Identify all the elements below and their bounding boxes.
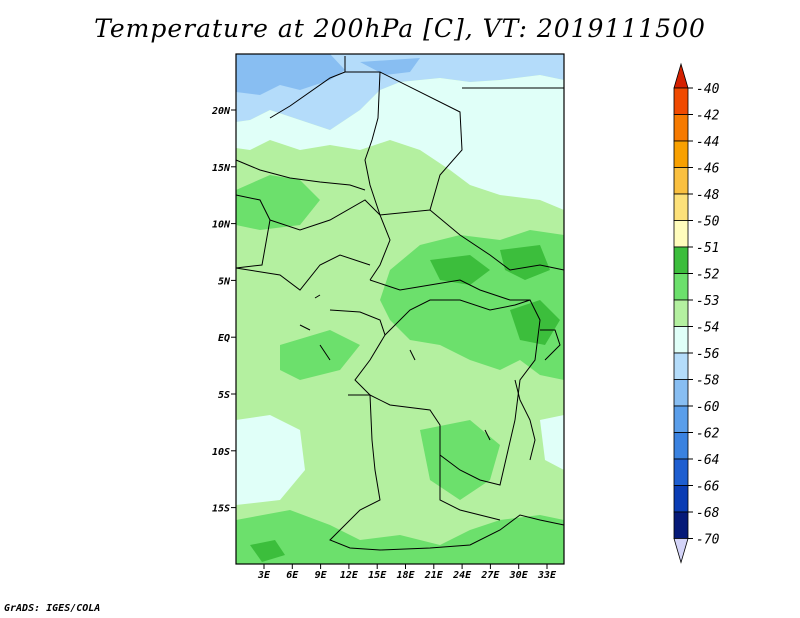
border-sudan — [379, 209, 565, 271]
colorbar-segment — [673, 167, 689, 195]
field-darkgreen-b — [500, 245, 550, 280]
colorbar-label: -66 — [696, 480, 720, 495]
lat-tick-label: 5N — [218, 276, 231, 287]
colorbar-segment — [673, 485, 689, 513]
colorbar-label: -46 — [696, 162, 720, 177]
temperature-field — [236, 54, 564, 564]
border-drc-south — [348, 394, 516, 486]
colorbar-segment — [673, 326, 689, 354]
colorbar-label: -58 — [696, 374, 720, 389]
lon-tick-label: 24E — [452, 570, 472, 581]
lon-tick-label: 15E — [368, 570, 387, 581]
colorbar-segment — [673, 193, 689, 221]
latitude-axis: 20N 15N 10N 5N EQ 5S 10S 15S — [211, 106, 236, 515]
colorbar-label: -70 — [696, 533, 720, 548]
lat-tick-label: 10N — [212, 220, 231, 231]
field-darkblue-patch — [360, 58, 420, 75]
colorbar-label: -56 — [696, 347, 720, 362]
field-cyan-sw — [236, 415, 305, 505]
field-green-nw — [236, 175, 320, 230]
colorbar-top-arrow — [673, 62, 689, 89]
colorbar-label: -54 — [696, 321, 719, 336]
colorbar-segment — [673, 140, 689, 168]
longitude-axis: 3E 6E 9E 12E 15E 18E 21E 24E 27E 30E 33E — [257, 564, 557, 581]
colorbar-segment — [673, 379, 689, 407]
colorbar-segment — [673, 273, 689, 301]
field-darkblue-nw — [236, 54, 345, 95]
lat-tick-label: 20N — [211, 106, 231, 117]
colorbar-label: -53 — [696, 294, 719, 309]
colorbar: -40 -42 -44 -46 -48 -50 -51 -52 -53 -54 -56 -58 -60 -… — [673, 62, 720, 564]
colorbar-segment — [673, 511, 689, 539]
colorbar-label: -40 — [696, 82, 720, 97]
field-cyan-north — [236, 75, 564, 210]
border-angola — [329, 394, 565, 551]
lon-tick-label: 9E — [315, 570, 328, 581]
border-car — [369, 279, 530, 301]
colorbar-segment — [673, 432, 689, 460]
colorbar-segment — [673, 220, 689, 248]
coastline-fragments — [299, 294, 491, 441]
colorbar-segment — [673, 114, 689, 142]
colorbar-segment — [673, 87, 689, 115]
colorbar-segment — [673, 352, 689, 380]
colorbar-label: -60 — [696, 400, 720, 415]
colorbar-label: -68 — [696, 506, 720, 521]
colorbar-label: -42 — [696, 109, 720, 124]
border-mali-niger — [235, 159, 366, 191]
lat-tick-label: 15N — [212, 163, 231, 174]
border-nigeria-niger — [269, 199, 391, 281]
border-lake-victoria — [540, 329, 561, 361]
chart-title: Temperature at 200hPa [C], VT: 201911150… — [94, 14, 706, 43]
colorbar-label: -62 — [696, 427, 720, 442]
field-darkgreen-c — [510, 300, 560, 345]
country-borders — [235, 56, 565, 551]
colorbar-label: -48 — [696, 188, 720, 203]
lon-tick-label: 12E — [340, 570, 359, 581]
border-zambia — [439, 455, 501, 521]
field-cyan-se — [540, 415, 564, 470]
colorbar-label: -52 — [696, 268, 720, 283]
lon-tick-label: 3E — [257, 570, 271, 581]
colorbar-bottom-arrow — [673, 538, 689, 564]
colorbar-label: -64 — [696, 453, 719, 468]
border-niger-chad — [364, 71, 381, 216]
lon-tick-label: 27E — [480, 570, 500, 581]
border-tanganyika — [514, 379, 536, 461]
field-green-southband — [236, 510, 564, 564]
lon-tick-label: 21E — [424, 570, 444, 581]
lon-tick-label: 33E — [537, 570, 557, 581]
border-drc-east — [384, 299, 541, 421]
field-darkgreen-a — [430, 255, 490, 285]
lon-tick-label: 18E — [396, 570, 415, 581]
colorbar-segment — [673, 246, 689, 274]
field-green-west — [280, 330, 360, 380]
border-algeria-libya — [269, 56, 463, 211]
colorbar-segment — [673, 405, 689, 433]
lat-tick-label: 10S — [212, 447, 230, 458]
colorbar-segment — [673, 458, 689, 486]
lon-tick-label: 6E — [286, 570, 299, 581]
lat-tick-label: 15S — [212, 504, 230, 515]
lon-tick-label: 30E — [509, 570, 529, 581]
colorbar-segment — [673, 299, 689, 327]
lat-tick-label: EQ — [218, 333, 230, 344]
field-darkgreen-sw — [250, 540, 285, 562]
lat-tick-label: 5S — [218, 390, 230, 401]
colorbar-label: -44 — [696, 135, 719, 150]
border-nigeria-cameroon — [235, 254, 371, 291]
grads-credit: GrADS: IGES/COLA — [4, 603, 101, 614]
map-frame — [235, 53, 565, 565]
colorbar-label: -50 — [696, 215, 720, 230]
colorbar-label: -51 — [696, 241, 719, 256]
